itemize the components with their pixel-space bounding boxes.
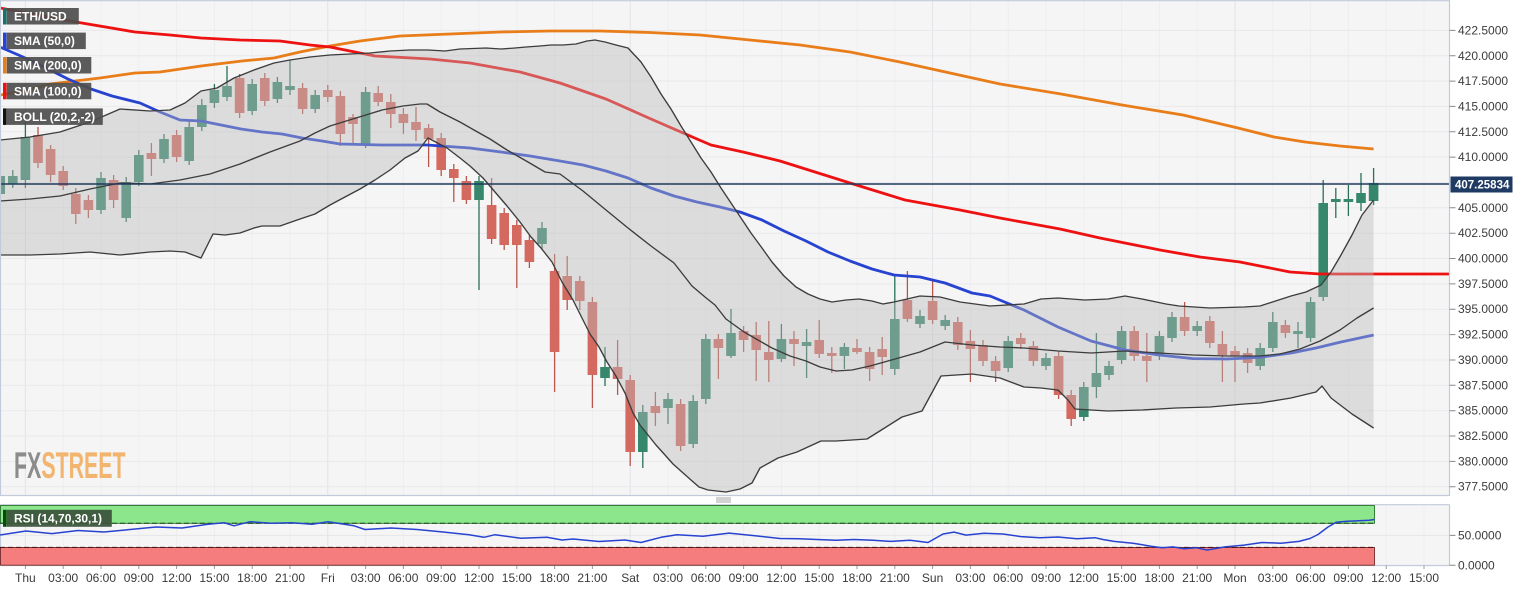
svg-text:12:00: 12:00: [766, 571, 796, 585]
svg-text:12:00: 12:00: [464, 571, 494, 585]
svg-text:18:00: 18:00: [842, 571, 872, 585]
svg-text:390.0000: 390.0000: [1458, 353, 1508, 367]
svg-text:15:00: 15:00: [502, 571, 532, 585]
svg-text:21:00: 21:00: [880, 571, 910, 585]
svg-text:SMA (100,0): SMA (100,0): [14, 84, 82, 98]
svg-text:06:00: 06:00: [86, 571, 116, 585]
svg-text:387.5000: 387.5000: [1458, 378, 1508, 392]
svg-text:422.5000: 422.5000: [1458, 23, 1508, 37]
svg-text:420.0000: 420.0000: [1458, 49, 1508, 63]
svg-text:Thu: Thu: [15, 571, 36, 585]
svg-text:09:00: 09:00: [729, 571, 759, 585]
svg-text:380.0000: 380.0000: [1458, 454, 1508, 468]
svg-text:392.5000: 392.5000: [1458, 328, 1508, 342]
svg-text:09:00: 09:00: [426, 571, 456, 585]
svg-text:382.5000: 382.5000: [1458, 429, 1508, 443]
svg-text:06:00: 06:00: [993, 571, 1023, 585]
svg-text:412.5000: 412.5000: [1458, 125, 1508, 139]
svg-text:15:00: 15:00: [804, 571, 834, 585]
svg-text:410.0000: 410.0000: [1458, 150, 1508, 164]
svg-text:SMA (50,0): SMA (50,0): [14, 34, 75, 48]
svg-text:06:00: 06:00: [691, 571, 721, 585]
svg-text:FXSTREET: FXSTREET: [14, 445, 126, 487]
svg-text:ETH/USD: ETH/USD: [14, 10, 67, 24]
svg-text:03:00: 03:00: [653, 571, 683, 585]
svg-text:03:00: 03:00: [1258, 571, 1288, 585]
svg-text:417.5000: 417.5000: [1458, 74, 1508, 88]
svg-text:03:00: 03:00: [351, 571, 381, 585]
svg-text:397.5000: 397.5000: [1458, 277, 1508, 291]
svg-text:21:00: 21:00: [577, 571, 607, 585]
svg-text:SMA (200,0): SMA (200,0): [14, 59, 82, 73]
svg-text:03:00: 03:00: [48, 571, 78, 585]
svg-text:06:00: 06:00: [388, 571, 418, 585]
svg-text:12:00: 12:00: [162, 571, 192, 585]
svg-text:09:00: 09:00: [1031, 571, 1061, 585]
svg-text:Sun: Sun: [922, 571, 943, 585]
svg-text:405.0000: 405.0000: [1458, 201, 1508, 215]
svg-text:RSI (14,70,30,1): RSI (14,70,30,1): [14, 512, 102, 526]
svg-text:18:00: 18:00: [237, 571, 267, 585]
svg-text:402.5000: 402.5000: [1458, 226, 1508, 240]
svg-text:15:00: 15:00: [199, 571, 229, 585]
svg-text:09:00: 09:00: [1333, 571, 1363, 585]
svg-text:12:00: 12:00: [1371, 571, 1401, 585]
svg-text:03:00: 03:00: [955, 571, 985, 585]
svg-text:400.0000: 400.0000: [1458, 252, 1508, 266]
svg-text:Fri: Fri: [321, 571, 335, 585]
svg-text:0.0000: 0.0000: [1458, 558, 1495, 572]
svg-text:18:00: 18:00: [540, 571, 570, 585]
svg-text:395.0000: 395.0000: [1458, 302, 1508, 316]
svg-text:09:00: 09:00: [124, 571, 154, 585]
svg-text:12:00: 12:00: [1069, 571, 1099, 585]
svg-text:50.0000: 50.0000: [1458, 528, 1502, 542]
svg-text:15:00: 15:00: [1409, 571, 1439, 585]
svg-text:18:00: 18:00: [1144, 571, 1174, 585]
svg-text:377.5000: 377.5000: [1458, 480, 1508, 494]
svg-text:15:00: 15:00: [1107, 571, 1137, 585]
svg-text:21:00: 21:00: [1182, 571, 1212, 585]
svg-text:BOLL (20,2,-2): BOLL (20,2,-2): [14, 110, 95, 124]
svg-text:Mon: Mon: [1223, 571, 1246, 585]
svg-text:06:00: 06:00: [1296, 571, 1326, 585]
svg-text:415.0000: 415.0000: [1458, 99, 1508, 113]
svg-text:385.0000: 385.0000: [1458, 404, 1508, 418]
svg-text:407.25834: 407.25834: [1455, 180, 1510, 192]
svg-text:21:00: 21:00: [275, 571, 305, 585]
svg-text:Sat: Sat: [621, 571, 640, 585]
